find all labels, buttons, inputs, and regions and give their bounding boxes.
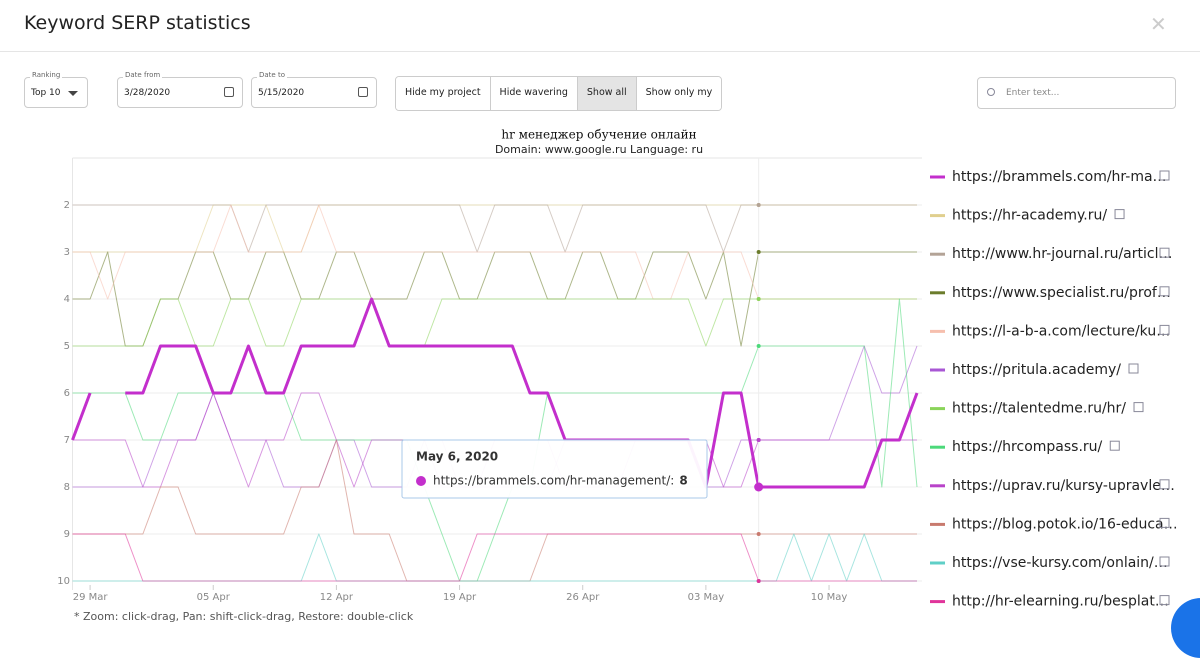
legend-label: https://vse-kursy.com/onlain/… [952, 555, 1168, 571]
series-line [72, 533, 917, 582]
search-input[interactable]: Enter text... [977, 77, 1176, 109]
chart-title: hr менеджер обучение онлайн [501, 128, 696, 142]
date-to[interactable]: Date to 5/15/2020 [251, 71, 377, 108]
external-link-icon [1159, 247, 1170, 258]
legend-label: https://hrcompass.ru/ [952, 439, 1103, 455]
tooltip: May 6, 2020 https://brammels.com/hr-manag… [401, 439, 708, 499]
legend-label: https://brammels.com/hr-ma… [952, 169, 1167, 185]
x-tick-label: 12 Apr [320, 592, 354, 603]
y-tick-label: 7 [64, 435, 70, 446]
series-line [71, 297, 919, 489]
external-link-icon [1159, 286, 1170, 297]
field-value: Top 10 [31, 88, 61, 98]
calendar-icon [224, 87, 234, 97]
tooltip-date: May 6, 2020 [416, 450, 498, 464]
calendar-icon [358, 87, 368, 97]
y-tick-label: 6 [64, 388, 70, 399]
hover-dot [756, 297, 761, 301]
modal-header: Keyword SERP statistics ✕ [0, 0, 1200, 52]
field-label: Date to [257, 71, 287, 79]
legend-label: https://uprav.ru/kursy-upravle… [952, 478, 1175, 494]
y-tick-label: 3 [64, 247, 70, 258]
y-tick-label: 8 [64, 482, 70, 493]
filter-button[interactable]: Show all [577, 77, 637, 110]
field-value: 5/15/2020 [258, 88, 305, 98]
y-tick-label: 5 [64, 341, 70, 352]
chart-subtitle: Domain: www.google.ru Language: ru [495, 143, 703, 156]
x-tick-label: 10 May [811, 592, 848, 603]
hover-dot [754, 482, 764, 492]
x-tick-label: 19 Apr [443, 592, 477, 603]
x-tick-label: 26 Apr [566, 592, 600, 603]
legend-label: https://www.specialist.ru/prof… [952, 285, 1171, 301]
hover-dot [756, 203, 761, 207]
external-link-icon [1114, 209, 1125, 220]
modal-title: Keyword SERP statistics [24, 12, 251, 34]
legend-label: https://pritula.academy/ [952, 362, 1121, 378]
search-icon [987, 88, 995, 96]
filter-button[interactable]: Hide wavering [490, 77, 578, 110]
external-link-icon [1159, 324, 1170, 335]
x-tick-label: 03 May [688, 592, 725, 603]
caret [68, 91, 78, 96]
footnote: * Zoom: click-drag, Pan: shift-click-dra… [74, 610, 414, 623]
field-value: 3/28/2020 [124, 88, 171, 98]
hover-dot [756, 250, 761, 254]
hover-dot [756, 532, 761, 536]
series-line [72, 204, 917, 253]
external-link-icon [1159, 479, 1170, 490]
field-label: Ranking [30, 71, 63, 79]
x-tick-label: 05 Apr [197, 592, 231, 603]
filter-buttons: Hide my project Hide wavering Show all S… [395, 76, 723, 111]
external-link-icon [1109, 440, 1120, 451]
series-line [72, 204, 917, 253]
ranking-select[interactable]: Ranking Top 10 [24, 71, 88, 108]
close-button[interactable]: ✕ [1150, 12, 1167, 36]
search-placeholder: Enter text... [1006, 88, 1060, 98]
legend-label: https://hr-academy.ru/ [952, 208, 1107, 224]
tooltip-value: 8 [679, 474, 687, 488]
hover-dot [756, 438, 761, 442]
y-tick-label: 4 [64, 294, 70, 305]
external-link-icon [1128, 363, 1139, 374]
hover-dot [756, 579, 761, 583]
series-line [72, 533, 917, 582]
hover-dot [756, 344, 761, 348]
legend-label: http://hr-elearning.ru/besplat… [952, 594, 1169, 610]
tooltip-dot [416, 476, 426, 486]
legend-label: http://www.hr-journal.ru/articl… [952, 246, 1172, 262]
date-from[interactable]: Date from 3/28/2020 [117, 71, 243, 108]
legend-label: https://talentedme.ru/hr/ [952, 401, 1126, 417]
external-link-icon [1159, 170, 1170, 181]
filter-button[interactable]: Show only my [636, 77, 722, 110]
external-link-icon [1159, 517, 1170, 528]
legend-label: https://l-a-b-a.com/lecture/ku… [952, 323, 1170, 339]
y-tick-label: 2 [64, 200, 70, 211]
filter-button[interactable]: Hide my project [396, 77, 491, 110]
legend-label: https://blog.potok.io/16-educa… [952, 516, 1178, 532]
field-label: Date from [123, 71, 163, 79]
tooltip-box [401, 439, 708, 499]
tooltip-series: https://brammels.com/hr-management/: [433, 474, 674, 488]
external-link-icon [1159, 595, 1170, 606]
x-tick-label: 29 Mar [73, 592, 109, 603]
series-line [72, 298, 917, 347]
y-tick-label: 9 [64, 529, 70, 540]
y-tick-label: 10 [57, 576, 70, 587]
external-link-icon [1159, 556, 1170, 567]
external-link-icon [1133, 402, 1144, 413]
